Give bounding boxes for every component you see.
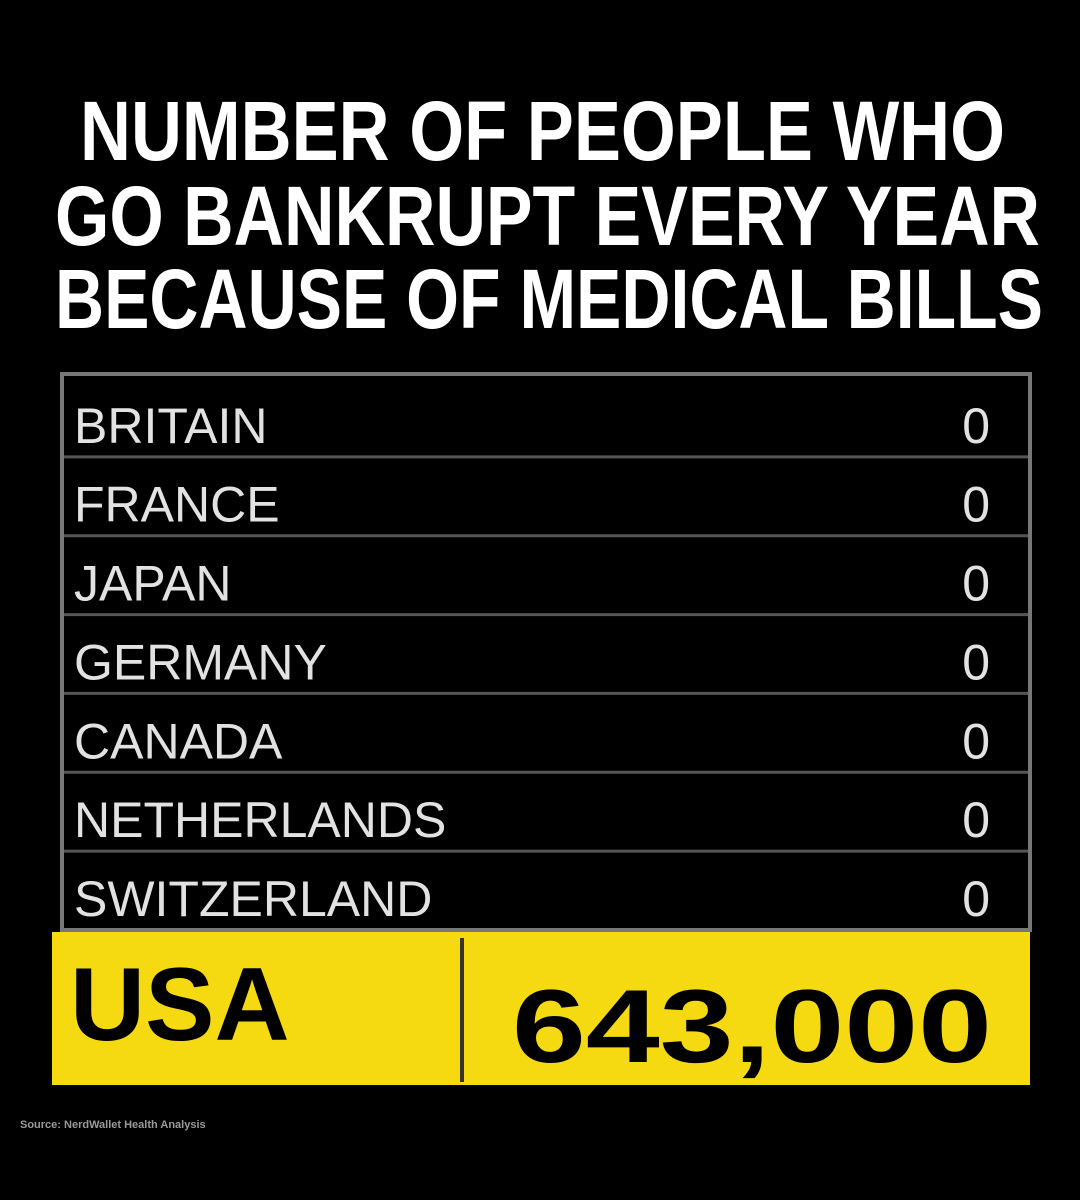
country-name: JAPAN: [74, 556, 231, 612]
country-value: 0: [962, 871, 990, 927]
table-rows: BRITAIN 0 FRANCE 0 JAPAN 0 GERMANY 0 CANADA 0 NETH…: [64, 398, 1028, 927]
country-value: 0: [962, 634, 990, 690]
source: Source: NerdWallet Health Analysis: [20, 1119, 206, 1131]
title-line: BECAUSE OF MEDICAL BILLS: [55, 252, 1043, 346]
highlight-country: USA: [70, 947, 290, 1063]
country-name: BRITAIN: [74, 398, 268, 454]
country-name: SWITZERLAND: [74, 871, 432, 927]
country-value: 0: [962, 398, 990, 454]
country-value: 0: [962, 792, 990, 848]
country-name: GERMANY: [74, 634, 327, 690]
table-border: [60, 372, 1032, 932]
country-name: CANADA: [74, 713, 283, 769]
country-value: 0: [962, 477, 990, 533]
highlight-value: 643,000: [512, 969, 992, 1085]
highlight-row: [52, 932, 1030, 1085]
country-name: FRANCE: [74, 477, 280, 533]
title-line: GO BANKRUPT EVERY YEAR: [55, 169, 1040, 263]
country-value: 0: [962, 713, 990, 769]
title-line: NUMBER OF PEOPLE WHO: [80, 84, 1005, 178]
country-name: NETHERLANDS: [74, 792, 446, 848]
country-value: 0: [962, 556, 990, 612]
